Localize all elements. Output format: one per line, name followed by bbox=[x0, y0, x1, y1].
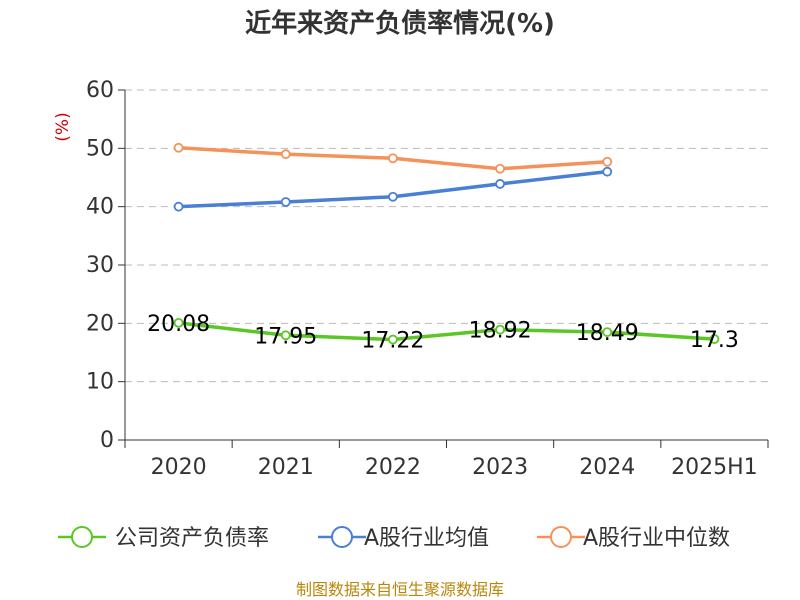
legend-marker-icon bbox=[71, 526, 93, 548]
y-tick-label: 0 bbox=[100, 428, 114, 453]
x-tick-label: 2020 bbox=[151, 455, 207, 480]
data-label: 18.49 bbox=[576, 321, 639, 346]
data-labels: 20.08 17.95 17.22 18.92 18.49 17.3 bbox=[147, 312, 739, 354]
series-line-0 bbox=[178, 321, 715, 342]
legend-label: 公司资产负债率 bbox=[115, 526, 269, 551]
legend-marker-icon bbox=[550, 526, 572, 548]
data-point bbox=[280, 149, 291, 160]
data-point bbox=[388, 334, 398, 345]
series-lines bbox=[173, 142, 720, 345]
data-point bbox=[388, 153, 398, 164]
data-label: 18.92 bbox=[469, 319, 532, 344]
data-label: 20.08 bbox=[147, 312, 210, 337]
data-point bbox=[388, 191, 398, 202]
source-note: 制图数据来自恒生聚源数据库 bbox=[296, 580, 504, 599]
y-axis-label: (%) bbox=[53, 112, 73, 141]
y-tick-label: 60 bbox=[86, 78, 114, 103]
legend-label: A股行业均值 bbox=[364, 526, 489, 551]
x-tick-label: 2025H1 bbox=[671, 455, 758, 480]
data-point bbox=[495, 163, 505, 174]
y-tick-label: 40 bbox=[86, 195, 114, 220]
x-tick-label: 2024 bbox=[579, 455, 635, 480]
axes: 0 10 20 30 40 50 60 2020 2021 2022 2023 2024 2025H1 bbox=[86, 78, 769, 480]
data-point bbox=[602, 327, 613, 338]
data-point bbox=[173, 201, 184, 212]
y-tick-label: 20 bbox=[86, 311, 114, 336]
legend-item-2[interactable]: A股行业中位数 bbox=[537, 526, 730, 551]
data-point bbox=[495, 324, 505, 335]
data-point bbox=[602, 166, 613, 177]
data-point bbox=[709, 334, 720, 344]
legend-label: A股行业中位数 bbox=[583, 526, 730, 551]
legend-marker-icon bbox=[331, 526, 353, 548]
y-tick-label: 10 bbox=[86, 370, 114, 395]
data-point bbox=[280, 330, 291, 341]
x-tick-label: 2023 bbox=[472, 455, 528, 480]
data-point bbox=[173, 142, 184, 153]
x-tick-label: 2022 bbox=[365, 455, 421, 480]
data-label: 17.22 bbox=[361, 329, 424, 354]
y-tick-label: 50 bbox=[86, 136, 114, 161]
data-point bbox=[602, 156, 613, 167]
data-point bbox=[280, 197, 291, 207]
legend-item-0[interactable]: 公司资产负债率 bbox=[58, 526, 269, 551]
data-label: 17.95 bbox=[254, 324, 317, 349]
legend-item-1[interactable]: A股行业均值 bbox=[318, 526, 489, 551]
x-tick-label: 2021 bbox=[258, 455, 314, 480]
legend: 公司资产负债率 A股行业均值 A股行业中位数 bbox=[58, 526, 730, 551]
chart-title: 近年来资产负债率情况(%) bbox=[245, 8, 555, 39]
data-point bbox=[173, 317, 184, 328]
data-point bbox=[495, 179, 505, 189]
data-label: 17.3 bbox=[690, 328, 739, 353]
y-tick-label: 30 bbox=[86, 253, 114, 278]
